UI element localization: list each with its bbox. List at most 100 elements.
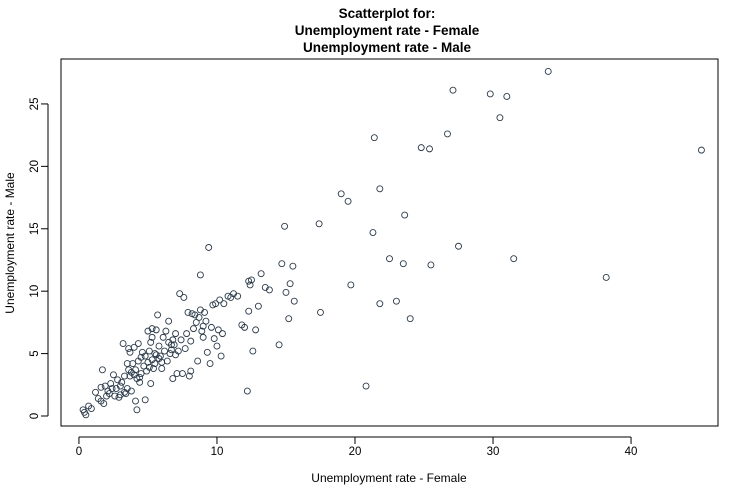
data-point (317, 308, 324, 316)
data-point (172, 330, 180, 338)
data-point (176, 290, 184, 298)
data-point (245, 277, 253, 285)
data-point (697, 146, 705, 154)
data-point (136, 373, 144, 381)
data-point (173, 370, 181, 378)
data-point (162, 327, 170, 335)
chart-title-line-3: Unemployment rate - Male (303, 40, 472, 55)
x-tick-label: 10 (211, 446, 224, 458)
data-point (170, 341, 178, 349)
data-point (151, 360, 159, 368)
data-point (201, 308, 208, 316)
data-point (249, 347, 257, 355)
data-point (155, 342, 163, 350)
x-tick-label: 40 (625, 446, 638, 458)
data-point (133, 406, 141, 414)
data-point (246, 281, 254, 289)
data-point (183, 330, 191, 338)
data-point (169, 375, 177, 383)
data-point (281, 222, 289, 230)
data-point (257, 270, 265, 278)
data-point (125, 345, 133, 353)
data-point (174, 347, 182, 355)
data-point (401, 211, 409, 219)
y-axis-label: Unemployment rate - Male (3, 172, 17, 314)
data-point (132, 397, 139, 405)
data-point (122, 390, 130, 397)
data-point (426, 145, 433, 153)
data-point (362, 382, 370, 390)
data-point (265, 286, 273, 294)
data-point (213, 342, 221, 350)
data-point (126, 348, 134, 356)
data-point (220, 300, 228, 308)
chart-title-line-2: Unemployment rate - Female (295, 23, 480, 38)
data-point (123, 360, 131, 368)
data-point (196, 271, 204, 279)
data-point (165, 317, 173, 325)
data-point (289, 262, 297, 270)
data-point (206, 360, 214, 368)
data-point (427, 261, 435, 269)
data-point (370, 134, 378, 142)
data-point (119, 340, 127, 348)
y-tick-label: 5 (29, 350, 41, 356)
data-point (205, 244, 213, 251)
data-point (126, 372, 134, 380)
y-tick-label: 10 (29, 285, 41, 298)
data-point (145, 363, 153, 371)
data-point (486, 90, 494, 98)
data-point (152, 326, 160, 334)
data-point (156, 352, 164, 360)
data-point (290, 297, 298, 305)
data-point (243, 387, 251, 395)
data-point (184, 308, 192, 316)
y-axis: 0 5 10 15 20 25 (29, 98, 49, 419)
data-point (185, 372, 193, 380)
plot-frame (60, 58, 719, 427)
data-point (602, 274, 610, 281)
data-point (130, 343, 138, 351)
data-point (386, 255, 393, 263)
data-point (216, 296, 224, 304)
y-tick-label: 0 (29, 413, 41, 419)
data-point (202, 317, 210, 325)
data-point (111, 392, 119, 400)
data-points (79, 68, 705, 419)
data-point (158, 365, 166, 373)
data-point (166, 350, 174, 358)
data-point (137, 370, 145, 378)
data-point (278, 260, 286, 268)
data-point (496, 114, 504, 122)
data-point (449, 86, 457, 94)
x-axis: 0 10 20 30 40 (76, 436, 638, 458)
data-point (195, 313, 203, 321)
data-point (315, 220, 323, 228)
data-point (241, 323, 249, 331)
data-point (121, 372, 128, 380)
data-point (180, 293, 188, 301)
data-point (347, 281, 355, 289)
data-point (161, 347, 168, 355)
data-point (136, 378, 144, 386)
y-tick-label: 25 (29, 98, 41, 111)
data-point (148, 325, 156, 333)
x-tick-label: 20 (349, 446, 362, 458)
data-point (148, 333, 156, 341)
data-point (141, 352, 149, 360)
data-point (503, 92, 511, 100)
x-tick-label: 30 (487, 446, 500, 458)
data-point (169, 336, 177, 344)
chart-title-line-1: Scatterplot for: (339, 6, 436, 21)
data-point (82, 411, 90, 419)
data-point (219, 330, 226, 338)
data-point (179, 370, 186, 378)
data-point (275, 341, 283, 349)
data-point (190, 325, 197, 333)
data-point (207, 323, 215, 331)
data-point (141, 396, 149, 404)
data-point (544, 68, 552, 75)
data-point (392, 297, 400, 305)
data-point (187, 367, 195, 375)
